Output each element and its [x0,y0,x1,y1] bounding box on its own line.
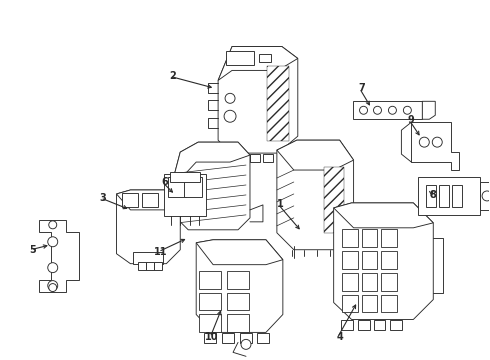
Circle shape [403,106,412,114]
Bar [382,229,397,247]
Circle shape [225,93,235,103]
Bar [342,273,358,291]
Bar [184,177,202,197]
Bar [267,66,289,141]
Bar [342,251,358,269]
Bar [382,251,397,269]
Circle shape [224,110,236,122]
Bar [168,177,186,197]
Polygon shape [277,140,354,250]
Polygon shape [422,101,435,119]
Bar [373,320,386,330]
Text: 5: 5 [29,245,36,255]
Circle shape [389,106,396,114]
Bar [362,294,377,312]
Text: 4: 4 [336,332,343,342]
Text: 1: 1 [276,199,283,209]
Bar [324,167,343,233]
Bar [226,51,254,66]
Bar [342,294,358,312]
Text: 2: 2 [169,71,175,81]
Bar [199,271,221,289]
Text: 7: 7 [358,84,365,93]
Bar [227,271,249,289]
Polygon shape [218,46,298,153]
Polygon shape [196,240,283,332]
Bar [227,293,249,310]
Polygon shape [171,142,250,190]
Bar [418,177,480,215]
Bar [164,174,206,216]
Polygon shape [117,190,180,264]
Bar [143,193,158,207]
Circle shape [49,221,57,229]
Bar [122,193,138,207]
Circle shape [419,137,429,147]
Bar [199,293,221,310]
Bar [362,229,377,247]
Text: 11: 11 [153,247,167,257]
Bar [382,273,397,291]
Bar [240,333,252,343]
Polygon shape [334,203,433,319]
Polygon shape [277,140,354,170]
Polygon shape [39,220,78,292]
Text: 9: 9 [408,115,415,125]
Bar [171,172,200,182]
Circle shape [49,284,57,292]
Bar [391,320,402,330]
Bar [439,185,449,207]
Bar [257,333,269,343]
Bar [263,154,273,162]
Polygon shape [171,142,250,230]
Polygon shape [218,46,298,80]
Bar [353,101,422,119]
Bar [147,262,154,270]
Circle shape [432,137,442,147]
Bar [227,315,249,332]
Circle shape [48,280,58,291]
Bar [452,185,462,207]
Circle shape [360,106,368,114]
Bar [259,54,271,62]
Circle shape [373,106,382,114]
Circle shape [482,191,490,201]
Polygon shape [334,203,433,228]
Bar [382,294,397,312]
Bar [138,262,147,270]
Text: 3: 3 [99,193,106,203]
Bar [362,251,377,269]
Text: 6: 6 [161,177,168,187]
Text: 10: 10 [205,332,219,342]
Polygon shape [480,182,490,210]
Bar [362,273,377,291]
Bar [358,320,369,330]
Polygon shape [117,190,180,210]
Bar [154,262,162,270]
Circle shape [241,339,251,349]
Bar [237,154,247,162]
Bar [204,333,216,343]
Text: 8: 8 [430,190,437,200]
Bar [250,154,260,162]
Bar [342,229,358,247]
Polygon shape [196,240,283,265]
Bar [341,320,353,330]
Bar [222,333,234,343]
Circle shape [48,237,58,247]
Bar [133,252,163,264]
Bar [426,185,436,207]
Polygon shape [412,122,459,170]
Circle shape [48,263,58,273]
Bar [199,315,221,332]
